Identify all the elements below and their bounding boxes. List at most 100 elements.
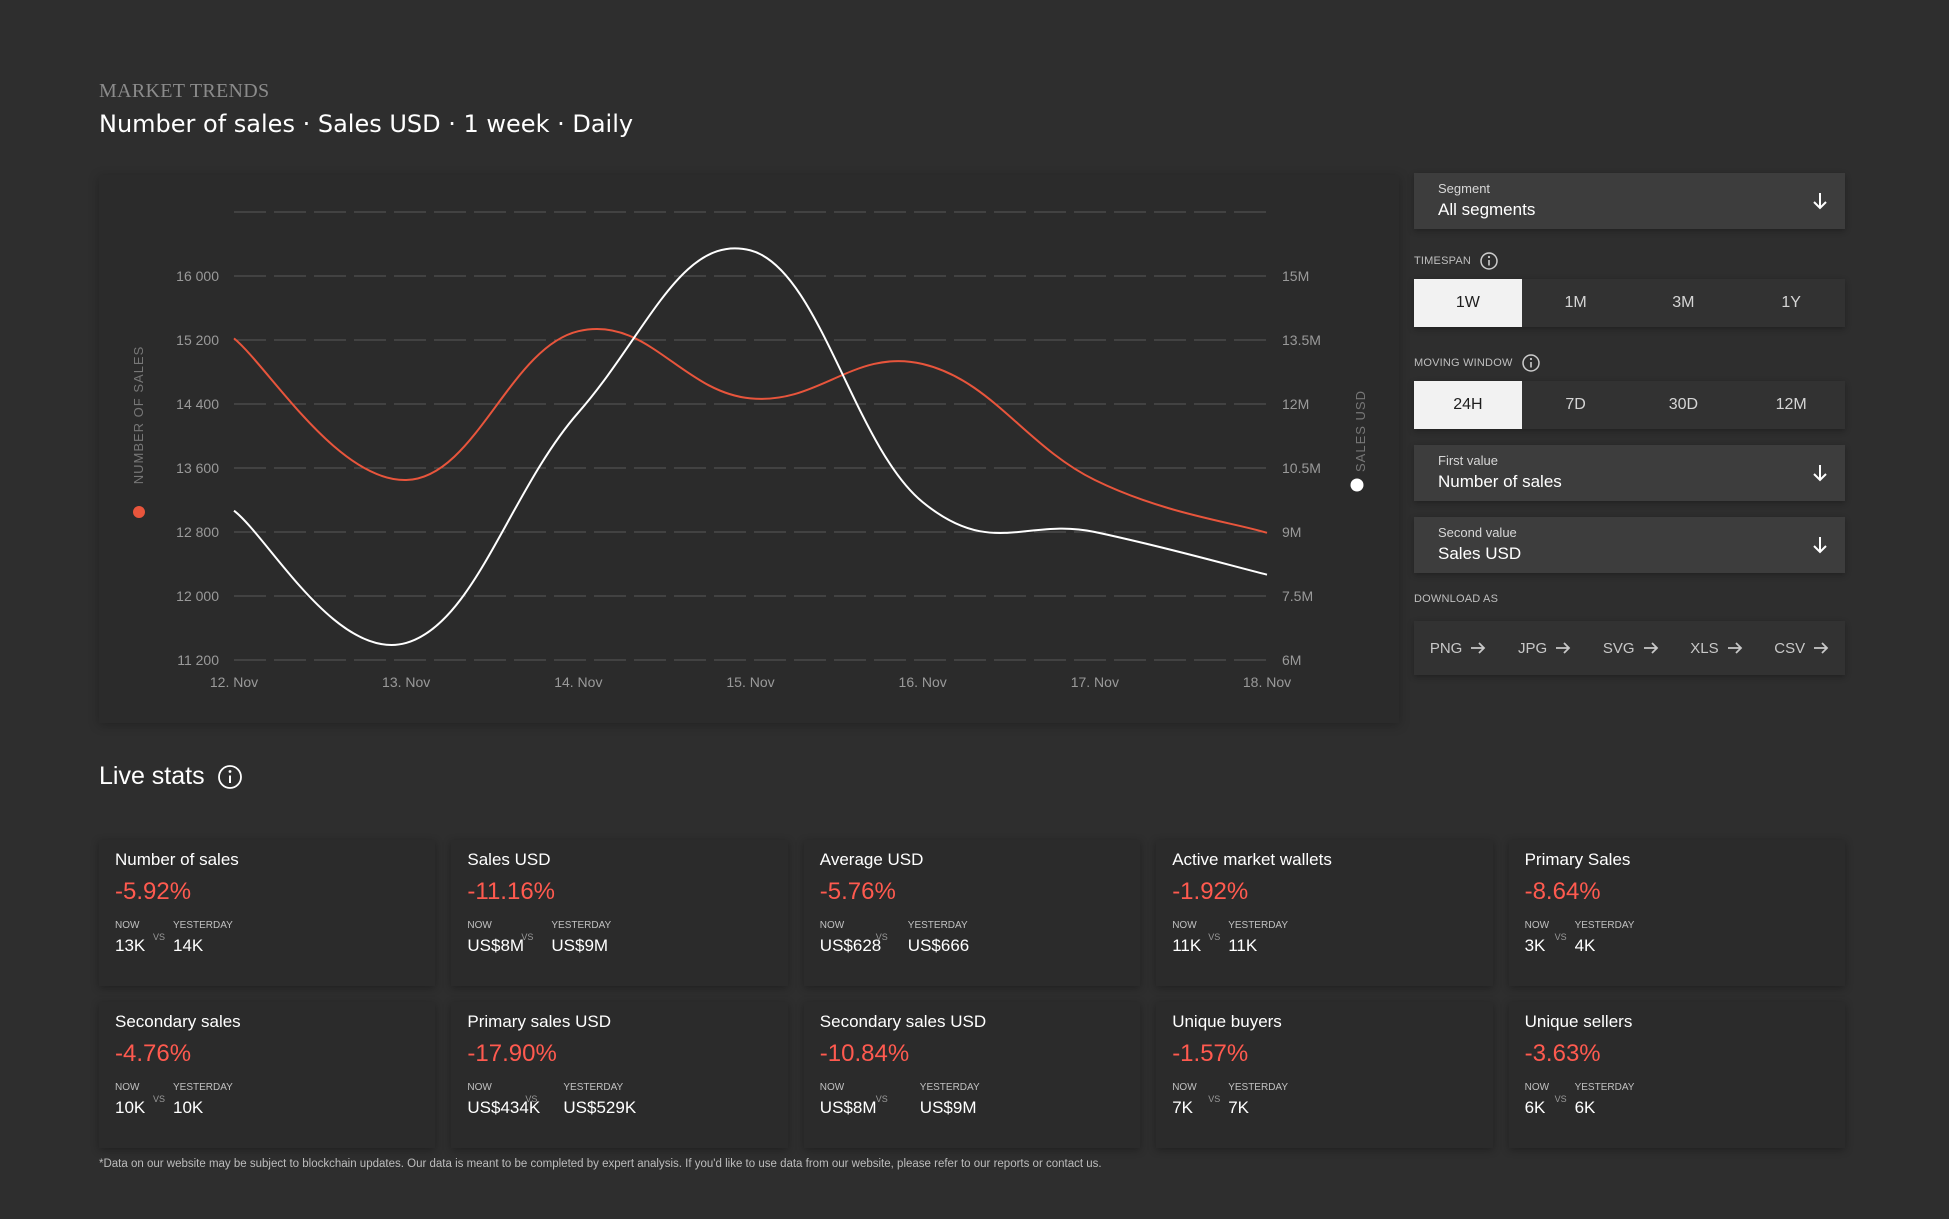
download-csv-button[interactable]: CSV [1774, 640, 1829, 657]
download-png-button[interactable]: PNG [1430, 640, 1487, 657]
info-icon[interactable] [1479, 251, 1499, 271]
stat-change: -10.84% [819, 1040, 910, 1067]
arrow-down-icon [1813, 537, 1827, 554]
download-svg-button[interactable]: SVG [1603, 640, 1659, 657]
segment-value: All segments [1438, 200, 1536, 219]
stat-card: Unique sellers -3.63% NOW 6K VS YESTERDAY 6K [1508, 1002, 1845, 1148]
stat-now-value: 11K [1172, 936, 1202, 955]
page-title: Number of sales · Sales USD · 1 week · D… [99, 110, 634, 138]
second-value-dropdown[interactable]: Second value Sales USD [1414, 517, 1845, 573]
timespan-option-1m[interactable]: 1M [1564, 294, 1587, 311]
arrow-right-icon [1471, 642, 1486, 654]
download-options: PNG JPG SVG XLS CSV [1414, 621, 1845, 675]
stat-vs-label: VS [153, 932, 166, 942]
right-axis-legend-dot [1350, 478, 1364, 492]
moving-window-option-7d[interactable]: 7D [1565, 396, 1586, 413]
first-value-dropdown[interactable]: First value Number of sales [1414, 445, 1845, 501]
stat-change: -11.16% [467, 878, 555, 905]
moving-window-option-30d[interactable]: 30D [1668, 396, 1699, 413]
second-value-label: Second value [1438, 525, 1517, 540]
x-axis-tick: 12. Nov [210, 674, 258, 690]
x-axis-tick: 16. Nov [899, 674, 947, 690]
arrow-right-icon [1556, 642, 1571, 654]
right-axis-tick: 7.5M [1282, 588, 1313, 604]
right-axis-title: SALES USD [1353, 390, 1368, 472]
stat-yesterday-label: YESTERDAY [173, 920, 233, 931]
timespan-label: TIMESPAN [1414, 255, 1472, 267]
stat-now-label: NOW [467, 1082, 492, 1093]
left-axis-title: NUMBER OF SALES [131, 346, 146, 485]
section-label: MARKET TRENDS [99, 80, 270, 102]
download-xls-button[interactable]: XLS [1690, 640, 1742, 657]
stat-change: -1.92% [1172, 878, 1249, 905]
download-format-label: JPG [1518, 639, 1548, 657]
info-icon[interactable] [217, 764, 243, 790]
arrow-down-icon [1813, 193, 1827, 210]
stat-change: -1.57% [1172, 1040, 1249, 1067]
stat-title: Unique buyers [1172, 1012, 1282, 1031]
stat-yesterday-value: 10K [173, 1098, 204, 1117]
stat-change: -3.63% [1524, 1040, 1601, 1067]
download-jpg-button[interactable]: JPG [1518, 640, 1571, 657]
arrow-down-icon [1813, 465, 1827, 482]
stat-vs-label: VS [521, 932, 534, 942]
stat-title: Number of sales [115, 850, 239, 869]
chart-controls: Segment All segments TIMESPAN 1W 1M 3M 1… [1414, 173, 1845, 675]
timespan-selector: 1W 1M 3M 1Y [1414, 279, 1845, 327]
download-label-row: DOWNLOAD AS [1414, 589, 1845, 609]
timespan-option-1w[interactable]: 1W [1414, 279, 1522, 327]
stat-yesterday-value: 7K [1228, 1098, 1249, 1117]
stat-yesterday-label: YESTERDAY [563, 1082, 624, 1093]
timespan-option-3m[interactable]: 3M [1672, 294, 1695, 311]
stat-vs-label: VS [153, 1094, 166, 1104]
stat-yesterday-label: YESTERDAY [1228, 1082, 1289, 1093]
stat-now-value: 13K [115, 936, 146, 955]
stat-now-label: NOW [1524, 1082, 1550, 1093]
stat-yesterday-label: YESTERDAY [907, 920, 968, 931]
stat-now-value: US$434K [467, 1098, 541, 1117]
left-axis-tick: 14 400 [176, 396, 219, 412]
chart-panel: 16 000 15 200 14 400 13 600 12 800 12 000 11 2… [99, 175, 1399, 723]
live-stats-heading: Live stats [99, 762, 243, 791]
download-format-label: SVG [1602, 639, 1635, 657]
stat-change: -8.64% [1524, 878, 1601, 905]
stat-now-label: NOW [467, 920, 492, 931]
timespan-option-1y[interactable]: 1Y [1781, 294, 1801, 311]
stat-yesterday-value: US$529K [563, 1098, 637, 1117]
second-value-value: Sales USD [1438, 544, 1522, 563]
download-format-label: XLS [1690, 639, 1719, 657]
arrow-right-icon [1727, 642, 1742, 654]
left-axis-tick: 15 200 [176, 332, 219, 348]
moving-window-label-row: MOVING WINDOW [1414, 353, 1845, 373]
info-icon[interactable] [1521, 353, 1541, 373]
stat-now-label: NOW [819, 1082, 845, 1093]
timespan-label-row: TIMESPAN [1414, 251, 1845, 271]
stat-change: -17.90% [467, 1040, 557, 1067]
stat-card: Average USD -5.76% NOW US$628 VS YESTERDAY US$… [803, 840, 1141, 986]
stat-yesterday-value: 11K [1228, 936, 1258, 955]
moving-window-option-12m[interactable]: 12M [1775, 396, 1807, 413]
stat-now-value: 10K [115, 1098, 146, 1117]
left-axis-tick: 16 000 [176, 268, 219, 284]
segment-dropdown[interactable]: Segment All segments [1414, 173, 1845, 229]
stat-card: Active market wallets -1.92% NOW 11K VS YESTE… [1156, 840, 1493, 986]
stat-title: Active market wallets [1172, 850, 1332, 869]
stat-now-value: US$8M [819, 1098, 877, 1117]
stat-now-label: NOW [1172, 1082, 1197, 1093]
download-format-label: PNG [1429, 639, 1463, 657]
stat-now-label: NOW [1172, 920, 1197, 931]
line-chart: 16 000 15 200 14 400 13 600 12 800 12 000 11 2… [131, 211, 1368, 690]
stat-yesterday-label: YESTERDAY [1574, 1082, 1635, 1093]
stat-vs-label: VS [875, 932, 888, 942]
stat-change: -5.92% [115, 878, 192, 905]
stat-change: -4.76% [115, 1040, 192, 1067]
download-format-label: CSV [1774, 639, 1806, 657]
stat-title: Primary sales USD [467, 1012, 611, 1031]
stat-title: Sales USD [467, 850, 551, 869]
stat-yesterday-label: YESTERDAY [1228, 920, 1289, 931]
stat-yesterday-value: US$9M [551, 936, 609, 955]
left-axis-tick: 13 600 [176, 460, 219, 476]
moving-window-option-24h[interactable]: 24H [1414, 381, 1522, 429]
stat-now-value: US$628 [819, 936, 882, 955]
stat-now-value: US$8M [467, 936, 525, 955]
